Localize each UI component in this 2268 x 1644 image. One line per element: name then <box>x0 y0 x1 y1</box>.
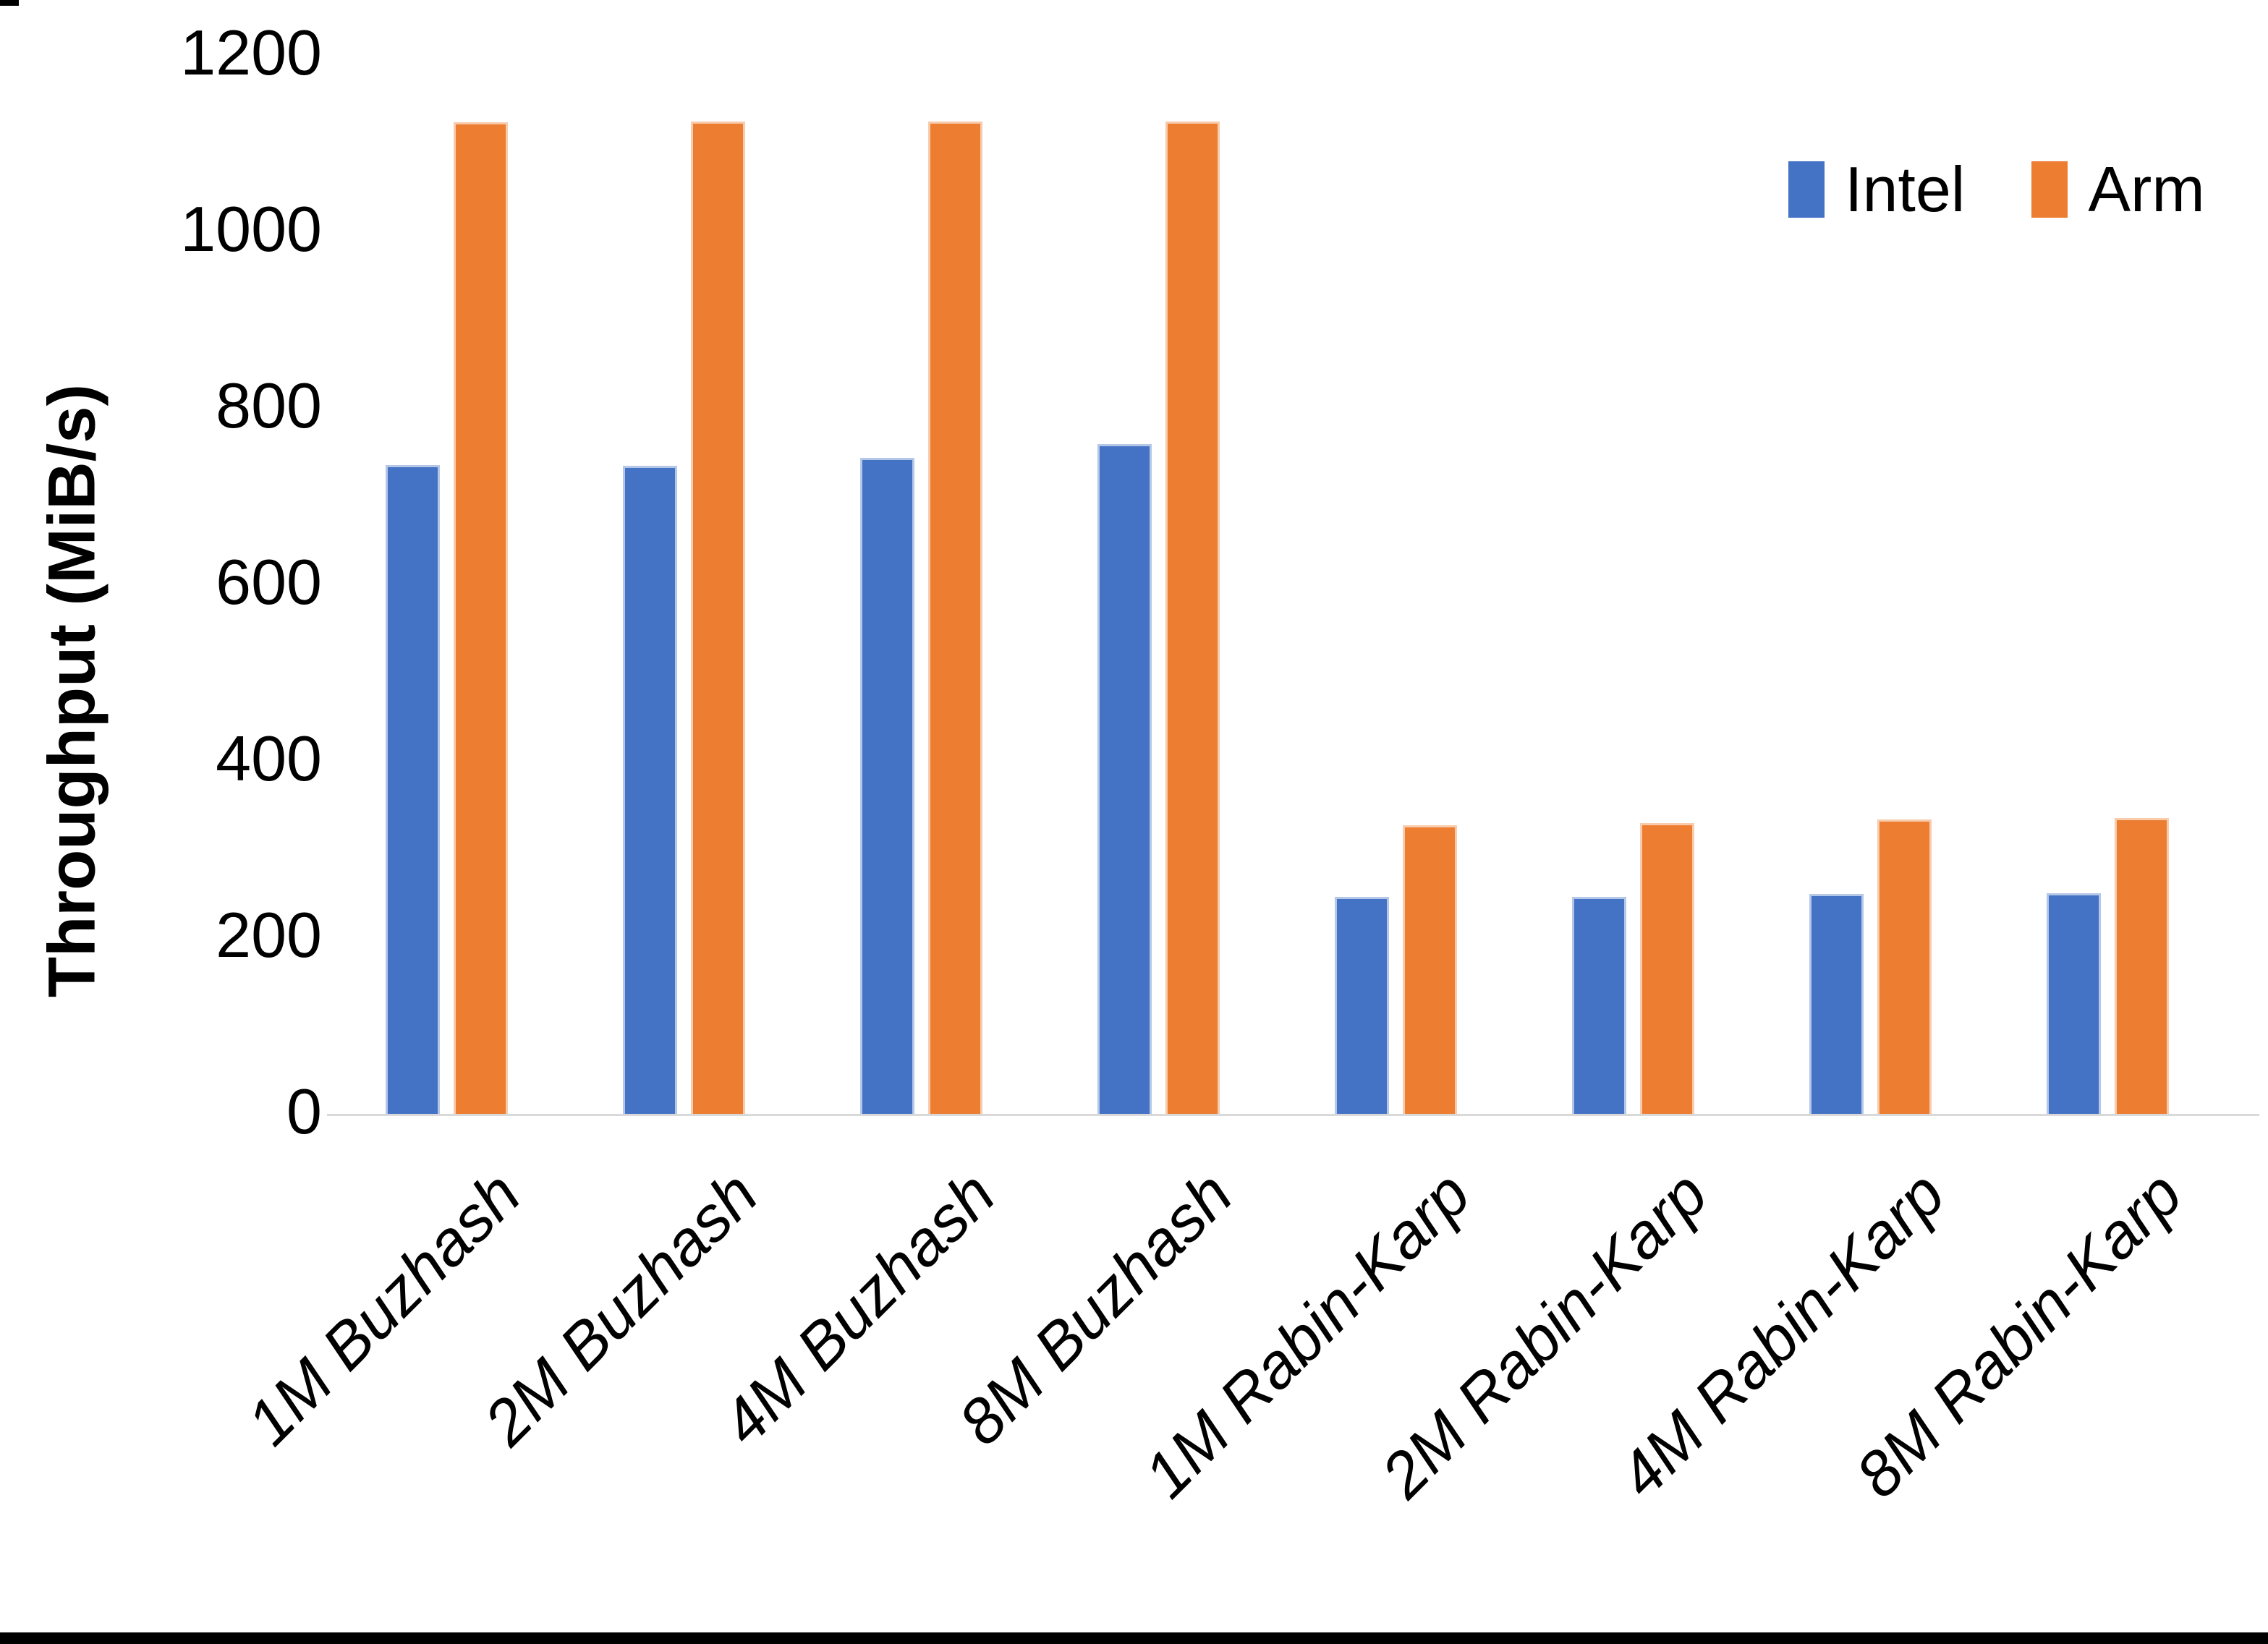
plot-area <box>327 56 2259 1116</box>
bar-intel-2m-rabin-karp <box>1572 897 1626 1115</box>
bar-intel-1m-rabin-karp <box>1335 897 1389 1115</box>
legend: Intel Arm <box>1788 153 2205 225</box>
bar-arm-1m-rabin-karp <box>1403 825 1457 1115</box>
bar-arm-8m-rabin-karp <box>2115 818 2169 1115</box>
bar-intel-2m-buzhash <box>623 466 677 1115</box>
bar-intel-8m-rabin-karp <box>2047 893 2101 1115</box>
bar-intel-4m-rabin-karp <box>1809 894 1864 1115</box>
legend-label-arm: Arm <box>2088 153 2205 225</box>
bar-arm-2m-rabin-karp <box>1640 823 1694 1115</box>
y-tick-label-600: 600 <box>216 545 322 618</box>
bar-arm-1m-buzhash <box>454 122 508 1115</box>
y-tick-label-1000: 1000 <box>180 192 322 265</box>
y-tick-label-800: 800 <box>216 369 322 441</box>
bar-arm-4m-buzhash <box>928 122 982 1115</box>
bar-arm-2m-buzhash <box>691 122 745 1115</box>
bar-arm-4m-rabin-karp <box>1877 819 1932 1115</box>
bar-arm-8m-buzhash <box>1165 122 1220 1115</box>
bar-intel-8m-buzhash <box>1097 444 1152 1115</box>
x-axis-line <box>327 1114 2259 1116</box>
bar-intel-1m-buzhash <box>386 465 440 1115</box>
y-tick-label-0: 0 <box>286 1075 322 1147</box>
bar-intel-4m-buzhash <box>860 458 914 1115</box>
legend-marker-arm <box>2031 161 2068 218</box>
legend-marker-intel <box>1788 161 1825 218</box>
bottom-border-bar <box>0 1632 2268 1644</box>
y-tick-label-1200: 1200 <box>180 16 322 88</box>
legend-label-intel: Intel <box>1845 153 1966 225</box>
y-tick-label-400: 400 <box>216 722 322 794</box>
screen-corner-artifact <box>0 0 19 6</box>
y-tick-label-200: 200 <box>216 898 322 971</box>
